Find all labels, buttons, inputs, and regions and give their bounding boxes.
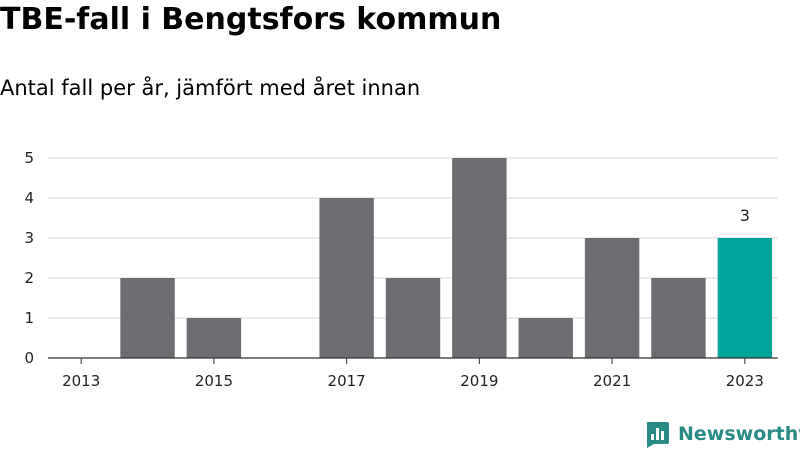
bar-2015 — [186, 318, 242, 358]
bar-2020 — [518, 318, 573, 358]
bar-2018 — [385, 278, 441, 358]
x-tick-label-2021: 2021 — [593, 372, 631, 390]
newsworthy-logo: Newsworthy — [644, 420, 800, 448]
y-tick-label-1: 1 — [24, 309, 34, 327]
y-tick-label-3: 3 — [24, 229, 34, 247]
x-tick-label-2019: 2019 — [460, 372, 498, 390]
y-tick-label-4: 4 — [24, 189, 34, 207]
x-tick-label-2015: 2015 — [195, 372, 233, 390]
bar-2023 — [717, 238, 773, 358]
x-tick-label-2023: 2023 — [726, 372, 764, 390]
bar-2019 — [452, 158, 507, 358]
x-tick-label-2013: 2013 — [62, 372, 100, 390]
brand-name: Newsworthy — [678, 423, 800, 445]
data-label-2023: 3 — [740, 206, 750, 225]
y-tick-label-5: 5 — [24, 149, 34, 167]
y-tick-label-0: 0 — [24, 349, 34, 367]
newsworthy-logo-icon — [646, 422, 669, 448]
chart-title: TBE-fall i Bengtsfors kommun — [0, 2, 502, 37]
bar-2014 — [120, 278, 175, 358]
chart-subtitle: Antal fall per år, jämfört med året inna… — [0, 76, 421, 100]
bar-2017 — [319, 198, 374, 358]
bar-2021 — [584, 238, 640, 358]
x-tick-label-2017: 2017 — [328, 372, 366, 390]
bar-2022 — [651, 278, 706, 358]
y-tick-label-2: 2 — [24, 269, 34, 287]
